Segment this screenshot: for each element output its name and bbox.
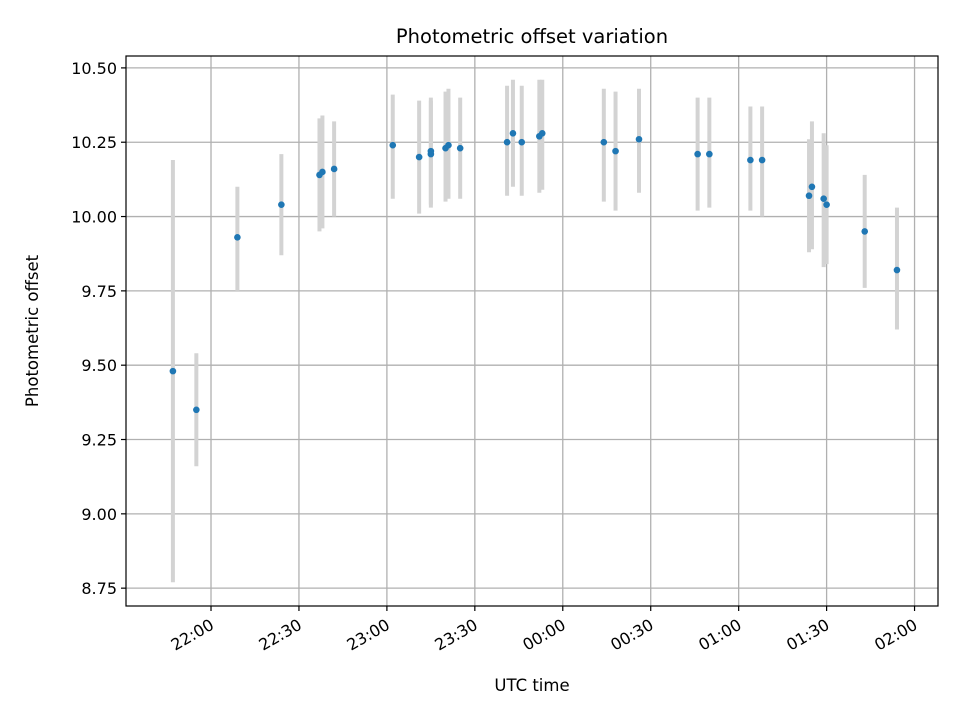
data-point bbox=[503, 138, 511, 146]
data-point bbox=[758, 156, 766, 164]
y-tick-label: 10.50 bbox=[71, 59, 117, 78]
y-axis-ticks: 8.75 9.00 9.25 9.50 9.75 10.00 10.25 10.50 bbox=[71, 59, 126, 598]
y-tick-label: 9.25 bbox=[81, 431, 117, 450]
data-point bbox=[635, 135, 643, 143]
data-point bbox=[893, 266, 901, 274]
x-axis-title: UTC time bbox=[494, 676, 569, 695]
data-point bbox=[538, 129, 546, 137]
data-point bbox=[445, 141, 452, 149]
data-point bbox=[427, 147, 435, 155]
data-point bbox=[509, 129, 517, 137]
data-point bbox=[747, 156, 754, 164]
data-point bbox=[456, 144, 464, 152]
data-point bbox=[234, 234, 241, 241]
y-tick-label: 9.50 bbox=[81, 356, 117, 375]
data-point bbox=[820, 195, 827, 203]
data-point bbox=[278, 201, 285, 208]
y-tick-label: 10.00 bbox=[71, 208, 117, 227]
chart-title: Photometric offset variation bbox=[396, 25, 668, 48]
data-point bbox=[808, 183, 816, 191]
y-tick-label: 8.75 bbox=[81, 579, 117, 598]
y-axis-title: Photometric offset bbox=[23, 254, 42, 407]
data-point bbox=[805, 192, 813, 200]
data-point bbox=[415, 153, 423, 161]
data-point bbox=[193, 406, 200, 414]
data-points bbox=[169, 129, 901, 414]
data-point bbox=[169, 367, 177, 375]
data-point bbox=[389, 141, 397, 149]
data-point bbox=[330, 165, 338, 173]
y-tick-label: 9.00 bbox=[81, 505, 117, 524]
y-tick-label: 10.25 bbox=[71, 133, 117, 152]
grid bbox=[126, 56, 938, 606]
data-point bbox=[706, 150, 713, 158]
data-point bbox=[612, 147, 619, 155]
data-point bbox=[319, 168, 326, 176]
y-tick-label: 9.75 bbox=[81, 282, 117, 301]
plot-area-frame bbox=[125, 55, 939, 607]
data-point bbox=[600, 138, 608, 146]
data-point bbox=[861, 228, 869, 235]
data-point bbox=[823, 201, 830, 208]
data-point bbox=[518, 138, 526, 146]
data-point bbox=[694, 150, 701, 158]
